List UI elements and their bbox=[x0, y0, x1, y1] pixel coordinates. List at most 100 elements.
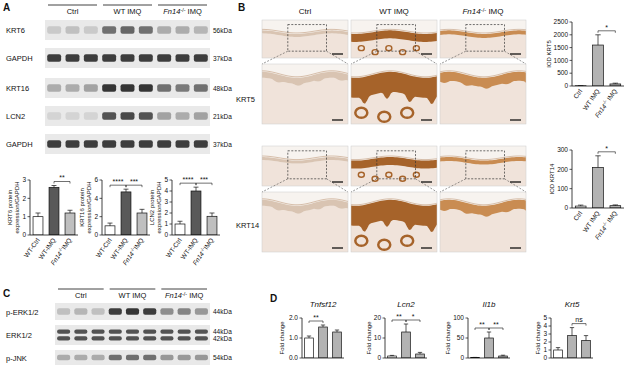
error-bar bbox=[584, 336, 588, 341]
blot-band bbox=[126, 329, 139, 333]
ihc-frame bbox=[440, 146, 526, 186]
blot-band bbox=[143, 308, 156, 314]
plot-area bbox=[575, 156, 620, 208]
blot-band bbox=[139, 112, 153, 120]
sig-bracket bbox=[110, 185, 126, 187]
tick bbox=[570, 169, 573, 170]
epidermis bbox=[351, 157, 437, 169]
blot-band bbox=[57, 355, 70, 361]
y-axis bbox=[572, 22, 573, 86]
blot-band bbox=[195, 336, 208, 340]
ihc-image bbox=[440, 64, 526, 124]
follicle bbox=[401, 108, 413, 118]
tick bbox=[570, 208, 573, 209]
blot-band bbox=[84, 140, 98, 148]
blot-band bbox=[126, 336, 139, 340]
category-label: Fn14-/- IMQ bbox=[593, 87, 619, 119]
blot-band bbox=[92, 308, 105, 314]
text-part: IMQ bbox=[185, 7, 201, 16]
error-bar bbox=[335, 330, 339, 332]
plot-area bbox=[575, 35, 620, 86]
tick bbox=[570, 47, 573, 48]
bar bbox=[105, 226, 115, 235]
blot-label: p-ERK1/2 bbox=[6, 308, 39, 317]
tick bbox=[170, 180, 173, 181]
kda-label: 48kDa bbox=[213, 85, 232, 92]
sig-bracket bbox=[475, 328, 489, 330]
bar bbox=[402, 332, 411, 358]
tick bbox=[28, 180, 31, 181]
zoom-line bbox=[327, 51, 349, 64]
blot-band bbox=[66, 84, 80, 92]
tick-label: 1 bbox=[164, 220, 168, 227]
blot-band bbox=[102, 84, 116, 92]
ihc-frame bbox=[262, 146, 348, 186]
tick bbox=[570, 22, 573, 23]
blot-band bbox=[84, 54, 98, 62]
sig-bracket bbox=[489, 328, 503, 330]
tick bbox=[383, 318, 386, 319]
ihc-image bbox=[440, 20, 526, 58]
group-label: WT IMQ bbox=[119, 291, 147, 300]
bar bbox=[568, 336, 577, 358]
axis-title: IOD KRT14 bbox=[549, 163, 555, 195]
tick-label: 5 bbox=[543, 314, 547, 321]
sig-label: * bbox=[605, 24, 608, 31]
tick bbox=[570, 86, 573, 87]
tick bbox=[383, 358, 386, 359]
blot-band bbox=[92, 329, 105, 333]
figure: ABCDCtrlWT IMQFn14-/- IMQKRT656kDaGAPDH3… bbox=[0, 0, 643, 368]
x-axis bbox=[302, 358, 344, 359]
zoom-box bbox=[377, 151, 416, 179]
bar bbox=[582, 340, 591, 358]
bar bbox=[65, 213, 75, 235]
blot-band bbox=[47, 112, 61, 120]
tick bbox=[570, 73, 573, 74]
bar bbox=[305, 338, 314, 358]
category-label: Ctrl bbox=[572, 209, 584, 222]
epidermis bbox=[440, 72, 526, 89]
error-bar bbox=[194, 187, 199, 191]
scale-bar bbox=[510, 181, 521, 182]
tick-label: 4 bbox=[94, 195, 98, 202]
ihc-image bbox=[440, 192, 526, 252]
ihc-frame bbox=[351, 146, 437, 186]
stratum bbox=[351, 29, 437, 33]
tick bbox=[300, 358, 303, 359]
blot-band bbox=[139, 140, 153, 148]
group-line bbox=[58, 289, 104, 290]
group-line bbox=[103, 5, 152, 6]
zoom-box bbox=[288, 151, 327, 179]
group-label: Fn14-/- IMQ bbox=[462, 7, 503, 17]
y-axis bbox=[172, 180, 173, 235]
group-line bbox=[48, 5, 97, 6]
sig-label: *** bbox=[130, 178, 138, 185]
zoom-box bbox=[377, 25, 416, 52]
stratum bbox=[440, 29, 526, 33]
epidermis bbox=[440, 30, 526, 38]
ihc-frame bbox=[351, 192, 437, 252]
sig-label: ** bbox=[479, 321, 485, 328]
axis-title: Fold change bbox=[445, 321, 451, 355]
error-bar bbox=[178, 221, 183, 224]
ihc-image bbox=[262, 64, 348, 124]
error-bar bbox=[210, 213, 215, 216]
error-bar bbox=[108, 223, 113, 226]
scale-bar bbox=[421, 119, 432, 120]
y-axis bbox=[102, 180, 103, 235]
chart-title: Tnfsf12 bbox=[310, 300, 337, 309]
panel-label: B bbox=[238, 2, 245, 13]
kda-label: 44kDa bbox=[213, 308, 232, 315]
tick-label: 1 bbox=[543, 346, 547, 353]
tick bbox=[466, 358, 469, 359]
tick-label: 100 bbox=[453, 314, 464, 321]
axis-title: KRT6 protein bbox=[7, 190, 13, 225]
axis-title: KRT16 protein bbox=[79, 188, 85, 227]
zoom-line bbox=[416, 51, 438, 64]
blot-label: KRT6 bbox=[6, 26, 25, 35]
blot-band bbox=[66, 26, 80, 34]
stratum bbox=[440, 71, 526, 77]
axis-title: expression/GAPDH bbox=[86, 181, 92, 233]
blot-band bbox=[160, 355, 173, 361]
ihc-image bbox=[351, 146, 437, 186]
